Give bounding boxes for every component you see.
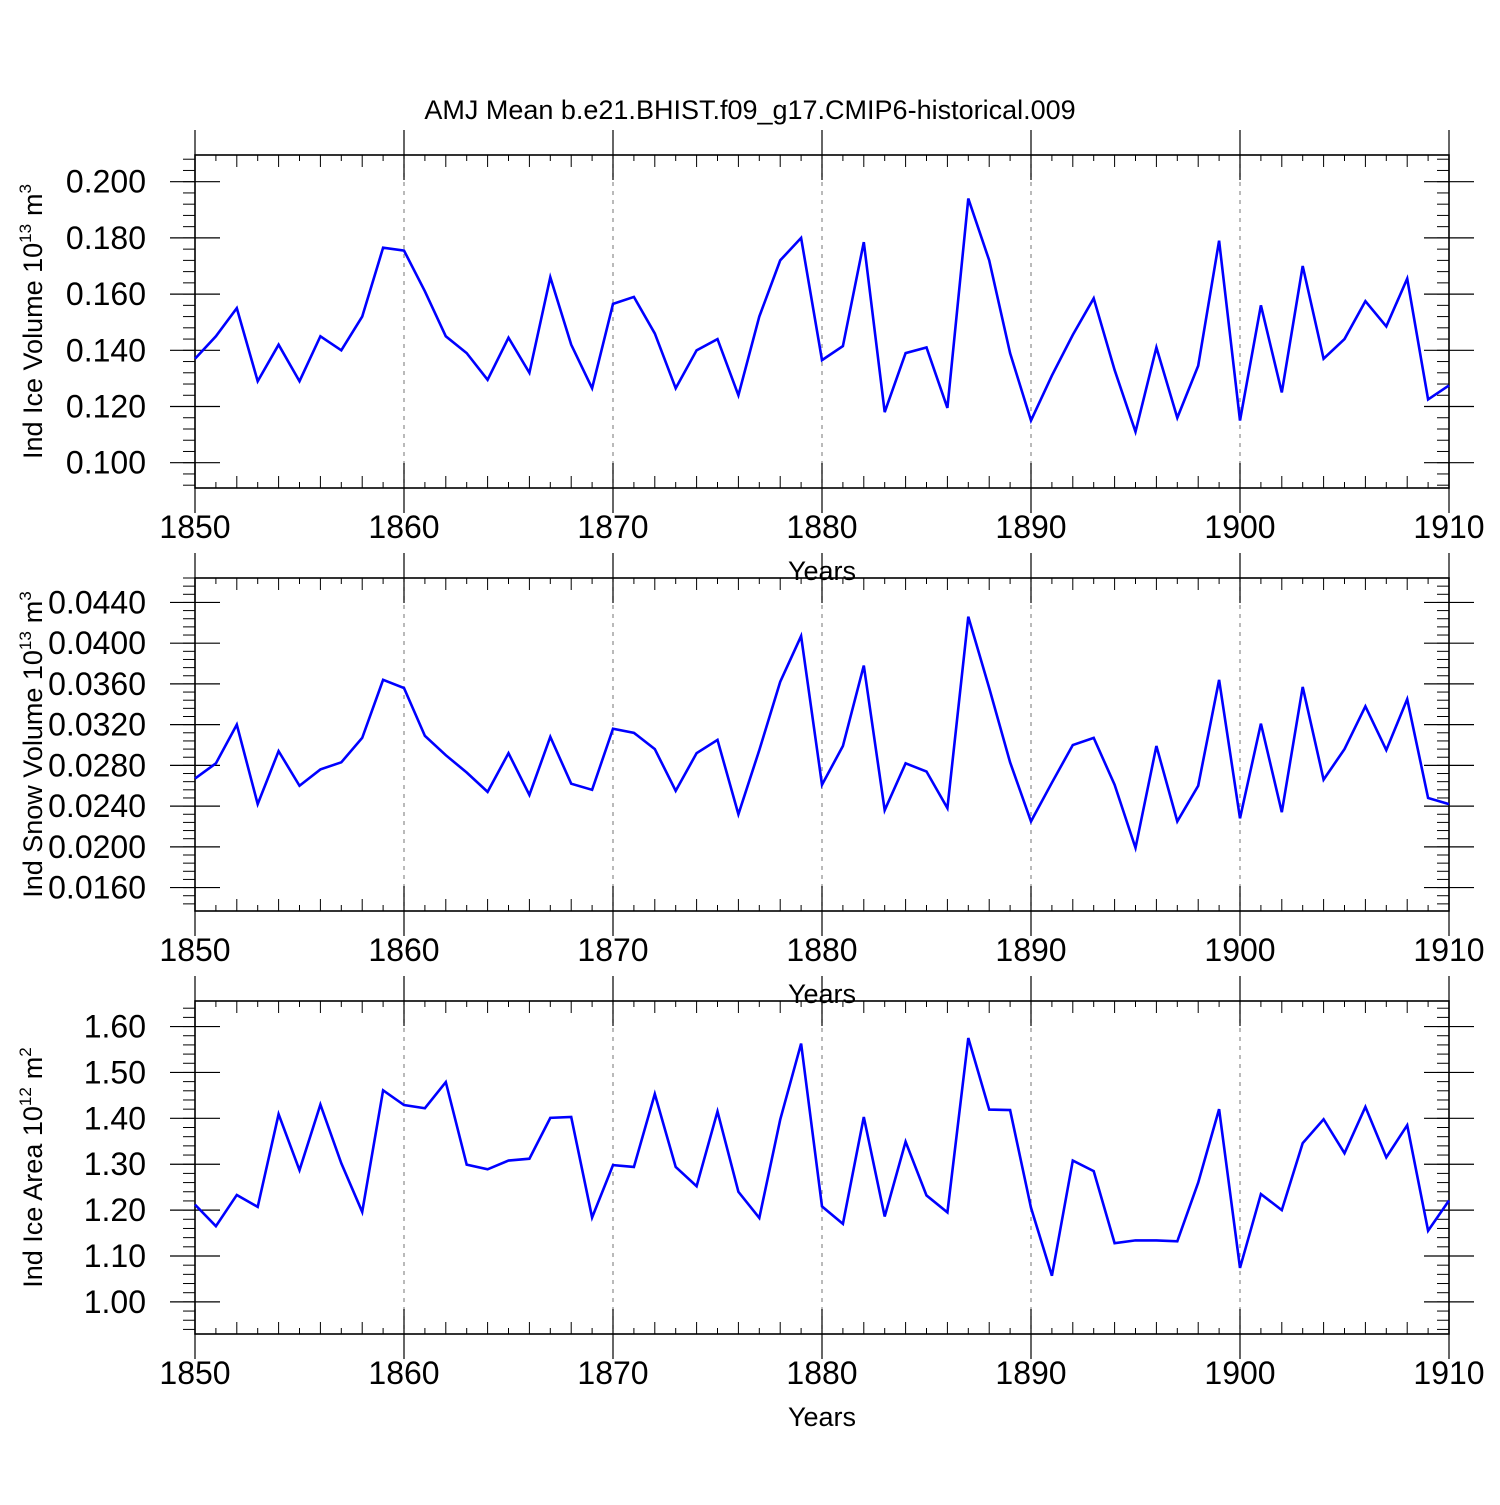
y-tick-label: 0.0360 (48, 666, 146, 702)
y-tick-label: 0.120 (66, 389, 146, 425)
y-axis-label-unit: m (18, 601, 48, 624)
x-tick-label: 1890 (995, 1355, 1066, 1391)
panel-1: 1850 1860 1870 1880 1890 1900 1910 0.100 0.120 0.… (16, 130, 1485, 586)
y-axis-label-main: Ind Ice Area 10 (18, 1106, 48, 1288)
x-tick-label: 1870 (577, 932, 648, 968)
y-tick-label: 1.50 (84, 1054, 146, 1090)
x-tick-label: 1870 (577, 1355, 648, 1391)
y-tick-label: 1.40 (84, 1100, 146, 1136)
x-tick-label: 1850 (159, 1355, 230, 1391)
x-tick-label: 1900 (1204, 932, 1275, 968)
y-tick-label: 1.30 (84, 1146, 146, 1182)
x-tick-label: 1870 (577, 509, 648, 545)
y-axis-label-unit-exponent: 3 (16, 591, 35, 600)
x-tick-label: 1910 (1413, 932, 1484, 968)
x-tick-label: 1900 (1204, 1355, 1275, 1391)
y-tick-label: 0.0240 (48, 788, 146, 824)
y-axis-label: Ind Snow Volume 1013 m3 (16, 591, 48, 898)
y-axis-label-exponent: 12 (16, 1087, 35, 1106)
y-tick-label: 0.180 (66, 220, 146, 256)
y-axis-label-exponent: 13 (16, 631, 35, 650)
y-tick-label: 0.100 (66, 445, 146, 481)
y-tick-label: 0.140 (66, 332, 146, 368)
y-axis-label-main: Ind Ice Volume 10 (18, 243, 48, 459)
plot-frame (194, 577, 1450, 912)
y-tick-label: 0.0400 (48, 625, 146, 661)
x-tick-label: 1850 (159, 932, 230, 968)
x-tick-label: 1890 (995, 932, 1066, 968)
x-tick-label: 1910 (1413, 1355, 1484, 1391)
x-tick-label: 1900 (1204, 509, 1275, 545)
y-axis-label: Ind Ice Volume 1013 m3 (16, 184, 48, 459)
y-axis-label-unit: m (18, 193, 48, 216)
plot-frame (194, 154, 1450, 489)
y-axis-label-main: Ind Snow Volume 10 (18, 650, 48, 898)
y-axis-label-unit: m (18, 1057, 48, 1080)
series-line (194, 616, 1450, 853)
plot-frame (194, 1000, 1450, 1335)
y-tick-label: 0.0440 (48, 584, 146, 620)
x-tick-label: 1890 (995, 509, 1066, 545)
y-tick-label: 0.0200 (48, 829, 146, 865)
chart-title: AMJ Mean b.e21.BHIST.f09_g17.CMIP6-histo… (424, 95, 1075, 125)
series-line (194, 198, 1450, 437)
x-tick-label: 1880 (786, 509, 857, 545)
y-axis-label: Ind Ice Area 1012 m2 (16, 1047, 48, 1288)
y-axis-label-unit-exponent: 2 (16, 1047, 35, 1056)
x-tick-label: 1910 (1413, 509, 1484, 545)
y-tick-label: 0.200 (66, 164, 146, 200)
y-axis-label-unit-exponent: 3 (16, 184, 35, 193)
y-axis-label-exponent: 13 (16, 224, 35, 243)
x-axis-label: Years (788, 1402, 856, 1432)
y-tick-label: 0.0320 (48, 707, 146, 743)
y-tick-label: 1.60 (84, 1009, 146, 1045)
series-line (194, 1037, 1451, 1277)
x-tick-label: 1860 (368, 932, 439, 968)
panel-3: 1850 1860 1870 1880 1890 1900 1910 1.00 1.10 1.20… (16, 976, 1485, 1432)
x-tick-label: 1860 (368, 1355, 439, 1391)
panel-2: 1850 1860 1870 1880 1890 1900 1910 0.0160 0.0200… (16, 553, 1485, 1009)
y-tick-label: 1.10 (84, 1238, 146, 1274)
x-tick-label: 1860 (368, 509, 439, 545)
x-tick-label: 1850 (159, 509, 230, 545)
y-tick-label: 0.0160 (48, 870, 146, 906)
y-tick-label: 1.00 (84, 1284, 146, 1320)
x-tick-label: 1880 (786, 932, 857, 968)
y-tick-label: 0.160 (66, 276, 146, 312)
x-tick-label: 1880 (786, 1355, 857, 1391)
y-tick-label: 0.0280 (48, 747, 146, 783)
y-tick-label: 1.20 (84, 1192, 146, 1228)
